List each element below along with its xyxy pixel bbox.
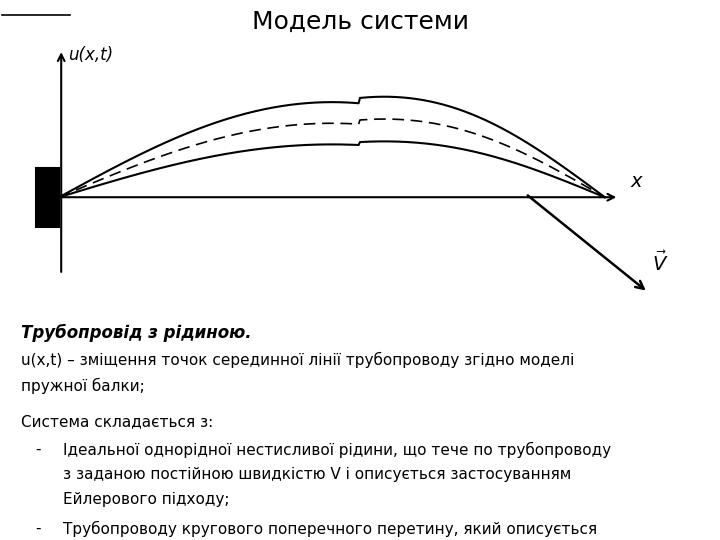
Text: Ейлерового підходу;: Ейлерового підходу; bbox=[63, 492, 230, 508]
Text: Трубопроводу кругового поперечного перетину, який описується: Трубопроводу кругового поперечного перет… bbox=[63, 521, 598, 537]
Text: Трубопровід з рідиною.: Трубопровід з рідиною. bbox=[22, 324, 252, 342]
Text: $\vec{V}$: $\vec{V}$ bbox=[652, 251, 668, 275]
Text: Модель системи: Модель системи bbox=[251, 10, 469, 33]
Text: з заданою постійною швидкістю V і описується застосуванням: з заданою постійною швидкістю V і описує… bbox=[63, 467, 572, 482]
Text: u(x,t) – зміщення точок серединної лінії трубопроводу згідно моделі: u(x,t) – зміщення точок серединної лінії… bbox=[22, 352, 575, 368]
Text: Ідеальної однорідної нестисливої рідини, що тече по трубопроводу: Ідеальної однорідної нестисливої рідини,… bbox=[63, 442, 611, 458]
Text: u(x,t): u(x,t) bbox=[68, 46, 114, 64]
Text: x: x bbox=[630, 172, 642, 191]
Text: -: - bbox=[35, 442, 41, 457]
Text: Система складається з:: Система складається з: bbox=[22, 414, 214, 429]
Text: -: - bbox=[35, 521, 41, 536]
Text: пружної балки;: пружної балки; bbox=[22, 377, 145, 394]
Bar bbox=[36, 167, 59, 227]
